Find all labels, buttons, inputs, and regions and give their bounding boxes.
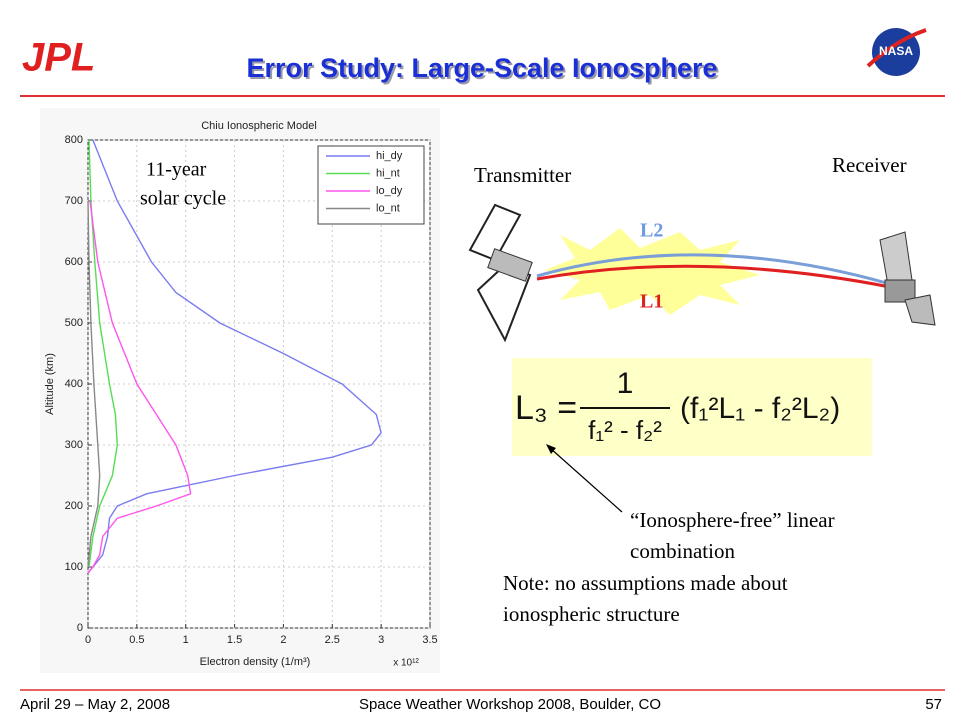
receiver-label: Receiver (832, 153, 907, 177)
note: Note: no assumptions made about (503, 571, 788, 595)
nasa-swoosh (866, 28, 927, 68)
note: ionospheric structure (503, 602, 680, 626)
x-tick-label: 3.5 (422, 634, 437, 646)
x-axis-label: Electron density (1/m³) (200, 656, 311, 668)
y-axis-label: Altitude (km) (44, 353, 56, 415)
x-tick-label: 1 (183, 634, 189, 646)
title-shadow: Error Study: Large-Scale Ionosphere (248, 55, 719, 85)
arrow-head (546, 444, 556, 454)
equation-lhs: L₃ = (515, 389, 577, 427)
annotation: solar cycle (140, 188, 226, 210)
equation-factor: (f₁²L₁ - f₂²L₂) (680, 392, 840, 425)
jpl-logo: JPL (22, 36, 95, 80)
transmitter-satellite (468, 203, 533, 343)
legend-label: hi_nt (376, 167, 400, 179)
x-tick-label: 0.5 (129, 634, 144, 646)
x-tick-label: 2 (280, 634, 286, 646)
y-tick-label: 100 (65, 561, 83, 573)
chart: 0 0.5 1 1.5 2 2.5 3 3.5 0 100 200 300 400 500 600 700 80… (65, 134, 438, 646)
transmitter-label: Transmitter (474, 163, 571, 187)
l2-label: L2 (640, 220, 663, 242)
combination-note: “Ionosphere-free” linear (630, 508, 835, 532)
l1-path (536, 264, 891, 289)
footer-event: Space Weather Workshop 2008, Boulder, CO (359, 696, 661, 713)
nasa-logo: NASA (879, 44, 913, 58)
legend-label: lo_dy (376, 185, 403, 197)
y-tick-label: 400 (65, 378, 83, 390)
page-number: 57 (925, 696, 942, 713)
y-tick-label: 700 (65, 195, 83, 207)
pointer-arrow (549, 447, 623, 513)
legend-label: lo_nt (376, 202, 400, 214)
receiver-satellite (879, 231, 936, 326)
l1-label: L1 (640, 291, 663, 313)
series-line (88, 139, 119, 568)
combination-note: combination (630, 539, 735, 563)
ionosphere-burst (545, 228, 760, 315)
y-tick-label: 0 (77, 622, 83, 634)
footer-date: April 29 – May 2, 2008 (20, 696, 170, 713)
y-tick-label: 200 (65, 500, 83, 512)
annotation: 11-year (146, 159, 207, 181)
series-line (87, 200, 192, 574)
legend-box (317, 145, 425, 225)
series-line (87, 200, 101, 568)
series-line (87, 139, 382, 574)
x-tick-label: 0 (85, 634, 91, 646)
nasa-logo-disc (872, 28, 920, 76)
x-tick-label: 2.5 (325, 634, 340, 646)
equation-box (512, 358, 872, 456)
l2-path (536, 253, 891, 286)
x-tick-label: 3 (378, 634, 384, 646)
slide-title: Error Study: Large-Scale Ionosphere (246, 53, 717, 83)
y-tick-label: 600 (65, 256, 83, 268)
y-tick-label: 800 (65, 134, 83, 146)
y-tick-label: 300 (65, 439, 83, 451)
y-tick-label: 500 (65, 317, 83, 329)
chart-title: Chiu Ionospheric Model (201, 120, 317, 132)
x-tick-label: 1.5 (227, 634, 242, 646)
x-multiplier: x 10¹² (393, 658, 419, 669)
legend-label: hi_dy (376, 150, 403, 162)
equation-denominator: f₁² - f₂² (588, 415, 662, 445)
equation-numerator: 1 (617, 367, 634, 400)
